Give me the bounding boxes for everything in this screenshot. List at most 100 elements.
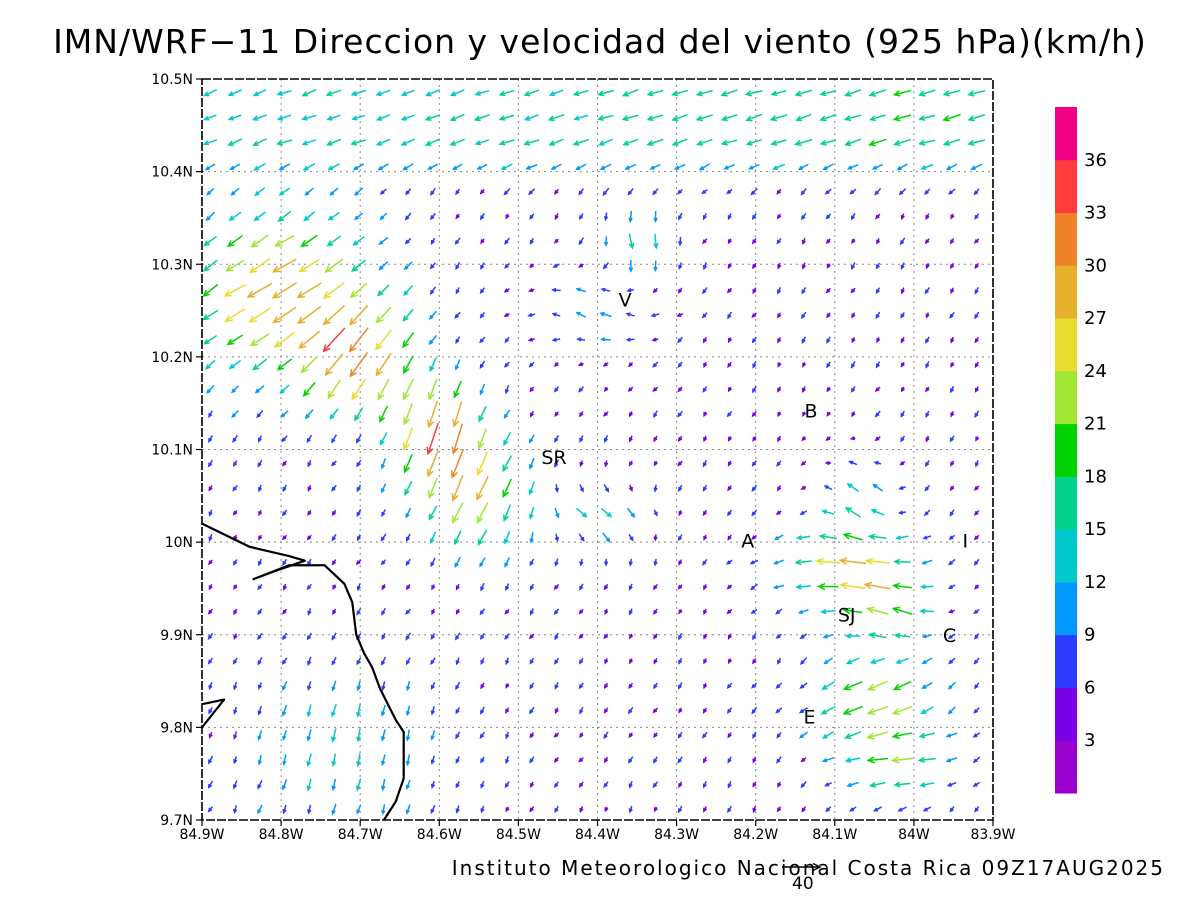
wind-vector-head <box>281 785 287 791</box>
wind-vector-shaft <box>868 705 889 715</box>
wind-vector-shaft <box>349 352 369 377</box>
wind-vector <box>429 262 436 270</box>
wind-vector <box>890 756 913 764</box>
wind-vector-head <box>325 140 333 146</box>
wind-vector <box>924 238 930 245</box>
wind-vector-head <box>752 264 757 270</box>
wind-vector <box>326 114 341 121</box>
wind-vector <box>476 451 489 477</box>
wind-vector-shaft <box>401 138 415 146</box>
wind-vector-head <box>300 365 309 374</box>
wind-vector <box>651 337 659 342</box>
wind-vector-head <box>603 387 609 393</box>
wind-vector-head <box>404 489 410 496</box>
wind-vector-head <box>254 388 260 394</box>
wind-vector-shaft <box>871 658 885 664</box>
wind-vector-head <box>702 239 707 245</box>
wind-vector-shaft <box>947 163 958 170</box>
wind-vector <box>628 210 633 224</box>
wind-vector-head <box>702 783 707 789</box>
wind-vector <box>775 707 783 714</box>
wind-vector-shaft <box>944 138 961 146</box>
wind-vector-head <box>621 115 629 122</box>
wind-vector <box>604 682 609 690</box>
wind-vector-head <box>455 709 460 715</box>
wind-vector <box>794 138 813 147</box>
wind-vector-head <box>577 263 584 268</box>
wind-vector <box>777 262 782 270</box>
wind-vector <box>257 705 263 716</box>
wind-vector <box>849 436 856 441</box>
wind-vector <box>603 386 609 393</box>
wind-vector-shaft <box>204 334 218 345</box>
wind-vector <box>653 435 658 443</box>
wind-vector <box>698 163 711 171</box>
wind-vector <box>898 485 906 490</box>
wind-vector-head <box>970 165 976 170</box>
wind-vector <box>653 534 658 542</box>
wind-vector <box>604 756 609 764</box>
wind-vector-head <box>895 659 902 664</box>
wind-vector-head <box>505 586 510 592</box>
wind-vector-head <box>208 511 213 517</box>
wind-vector <box>726 410 733 418</box>
wind-vector <box>752 756 757 764</box>
wind-vector <box>897 510 907 515</box>
wind-vector-head <box>404 215 410 221</box>
wind-vector-shaft <box>820 113 837 121</box>
wind-vector <box>751 682 758 689</box>
wind-vector <box>278 187 291 196</box>
wind-vector <box>554 459 560 468</box>
wind-vector-head <box>750 190 756 196</box>
wind-vector-head <box>720 90 728 97</box>
wind-vector <box>257 754 262 766</box>
wind-vector-shaft <box>845 507 861 518</box>
wind-vector-head <box>208 536 213 542</box>
wind-vector <box>653 608 658 616</box>
wind-vector-head <box>653 659 658 665</box>
wind-vector-shaft <box>301 355 318 373</box>
wind-vector <box>846 781 859 788</box>
wind-vector-shaft <box>328 212 340 221</box>
wind-vector-head <box>579 437 584 443</box>
wind-vector-shaft <box>672 113 688 121</box>
wind-vector-head <box>207 560 213 566</box>
wind-vector-head <box>752 659 757 665</box>
wind-vector <box>324 353 344 377</box>
wind-vector-head <box>974 314 979 320</box>
wind-vector-shaft <box>843 533 863 541</box>
wind-vector <box>876 337 881 344</box>
wind-vector <box>851 238 856 245</box>
wind-vector <box>480 682 485 690</box>
wind-vector-head <box>479 189 485 195</box>
wind-vector <box>701 731 708 739</box>
wind-vector-head <box>873 460 879 466</box>
wind-vector-shaft <box>920 732 935 738</box>
wind-vector-head <box>479 215 485 221</box>
wind-vector-shaft <box>921 706 934 714</box>
wind-vector-head <box>900 387 905 393</box>
wind-vector-head <box>890 756 900 764</box>
wind-vector <box>351 378 367 401</box>
wind-vector-head <box>823 485 829 490</box>
wind-vector-head <box>405 635 410 641</box>
wind-vector-head <box>355 785 361 792</box>
wind-vector-head <box>505 660 510 666</box>
wind-vector-head <box>603 561 609 567</box>
wind-vector-head <box>429 365 435 373</box>
wind-vector <box>842 705 863 715</box>
wind-vector-head <box>455 289 460 295</box>
wind-vector <box>233 756 238 765</box>
wind-vector <box>307 558 312 567</box>
wind-vector-head <box>772 584 779 590</box>
wind-vector-head <box>503 538 509 545</box>
wind-vector-shaft <box>301 234 318 247</box>
wind-vector <box>900 386 905 393</box>
wind-vector-head <box>529 214 534 220</box>
wind-vector-head <box>331 660 336 666</box>
wind-vector <box>777 312 782 319</box>
wind-vector <box>554 533 559 543</box>
wind-vector-head <box>946 782 952 787</box>
x-tick-label: 84.7W <box>338 827 383 843</box>
wind-vector-head <box>405 736 411 742</box>
